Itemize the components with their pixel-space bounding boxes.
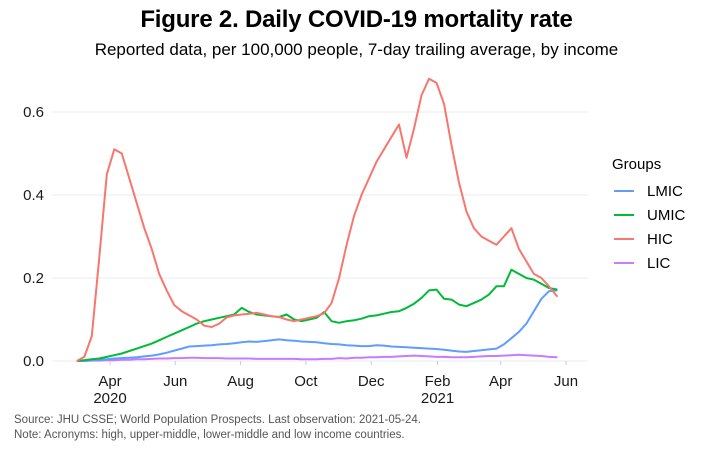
x-tick-label: Jun <box>554 373 578 390</box>
gridlines <box>52 111 588 362</box>
y-tick-label: 0.0 <box>23 353 44 370</box>
x-tick-label: Feb <box>425 373 451 390</box>
legend: Groups LMIC UMIC HIC LIC <box>612 156 685 275</box>
legend-label: LMIC <box>647 182 683 200</box>
acronym-note: Note: Acronyms: high, upper-middle, lowe… <box>14 429 405 441</box>
x-tick-year-label: 2020 <box>93 390 126 407</box>
x-tick-year-label: 2021 <box>421 390 454 407</box>
x-tick-label: Apr <box>489 373 512 390</box>
y-tick-label: 0.6 <box>23 104 44 121</box>
legend-swatch <box>614 238 634 240</box>
legend-swatch <box>614 190 634 192</box>
x-tick-label: Oct <box>294 373 318 390</box>
legend-item-lmic: LMIC <box>612 179 685 203</box>
x-tick-label: Jun <box>163 373 187 390</box>
chart-title: Figure 2. Daily COVID-19 mortality rate <box>140 6 573 33</box>
legend-label: LIC <box>647 254 671 272</box>
series-line-hic <box>76 77 559 362</box>
y-tick-label: 0.2 <box>23 270 44 287</box>
legend-swatch <box>614 262 634 264</box>
legend-item-lic: LIC <box>612 251 685 275</box>
series-line-lic <box>76 353 558 362</box>
y-axis: 0.0 0.2 0.4 0.6 <box>23 104 44 370</box>
legend-swatch <box>614 214 634 216</box>
series-line-umic <box>76 268 558 362</box>
series-lines <box>76 77 559 362</box>
y-tick-label: 0.4 <box>23 187 44 204</box>
series-line-lmic <box>76 289 558 362</box>
chart-caption: Source: JHU CSSE; World Population Prosp… <box>14 413 421 443</box>
x-tick-label: Apr <box>98 373 121 390</box>
x-tick-label: Aug <box>227 373 254 390</box>
legend-title: Groups <box>612 156 662 173</box>
source-note: Source: JHU CSSE; World Population Prosp… <box>14 414 421 426</box>
legend-item-hic: HIC <box>612 227 685 251</box>
chart-subtitle: Reported data, per 100,000 people, 7-day… <box>94 40 619 59</box>
x-tick-label: Dec <box>358 373 385 390</box>
legend-label: UMIC <box>647 206 686 224</box>
legend-item-umic: UMIC <box>612 203 685 227</box>
legend-label: HIC <box>647 230 673 248</box>
